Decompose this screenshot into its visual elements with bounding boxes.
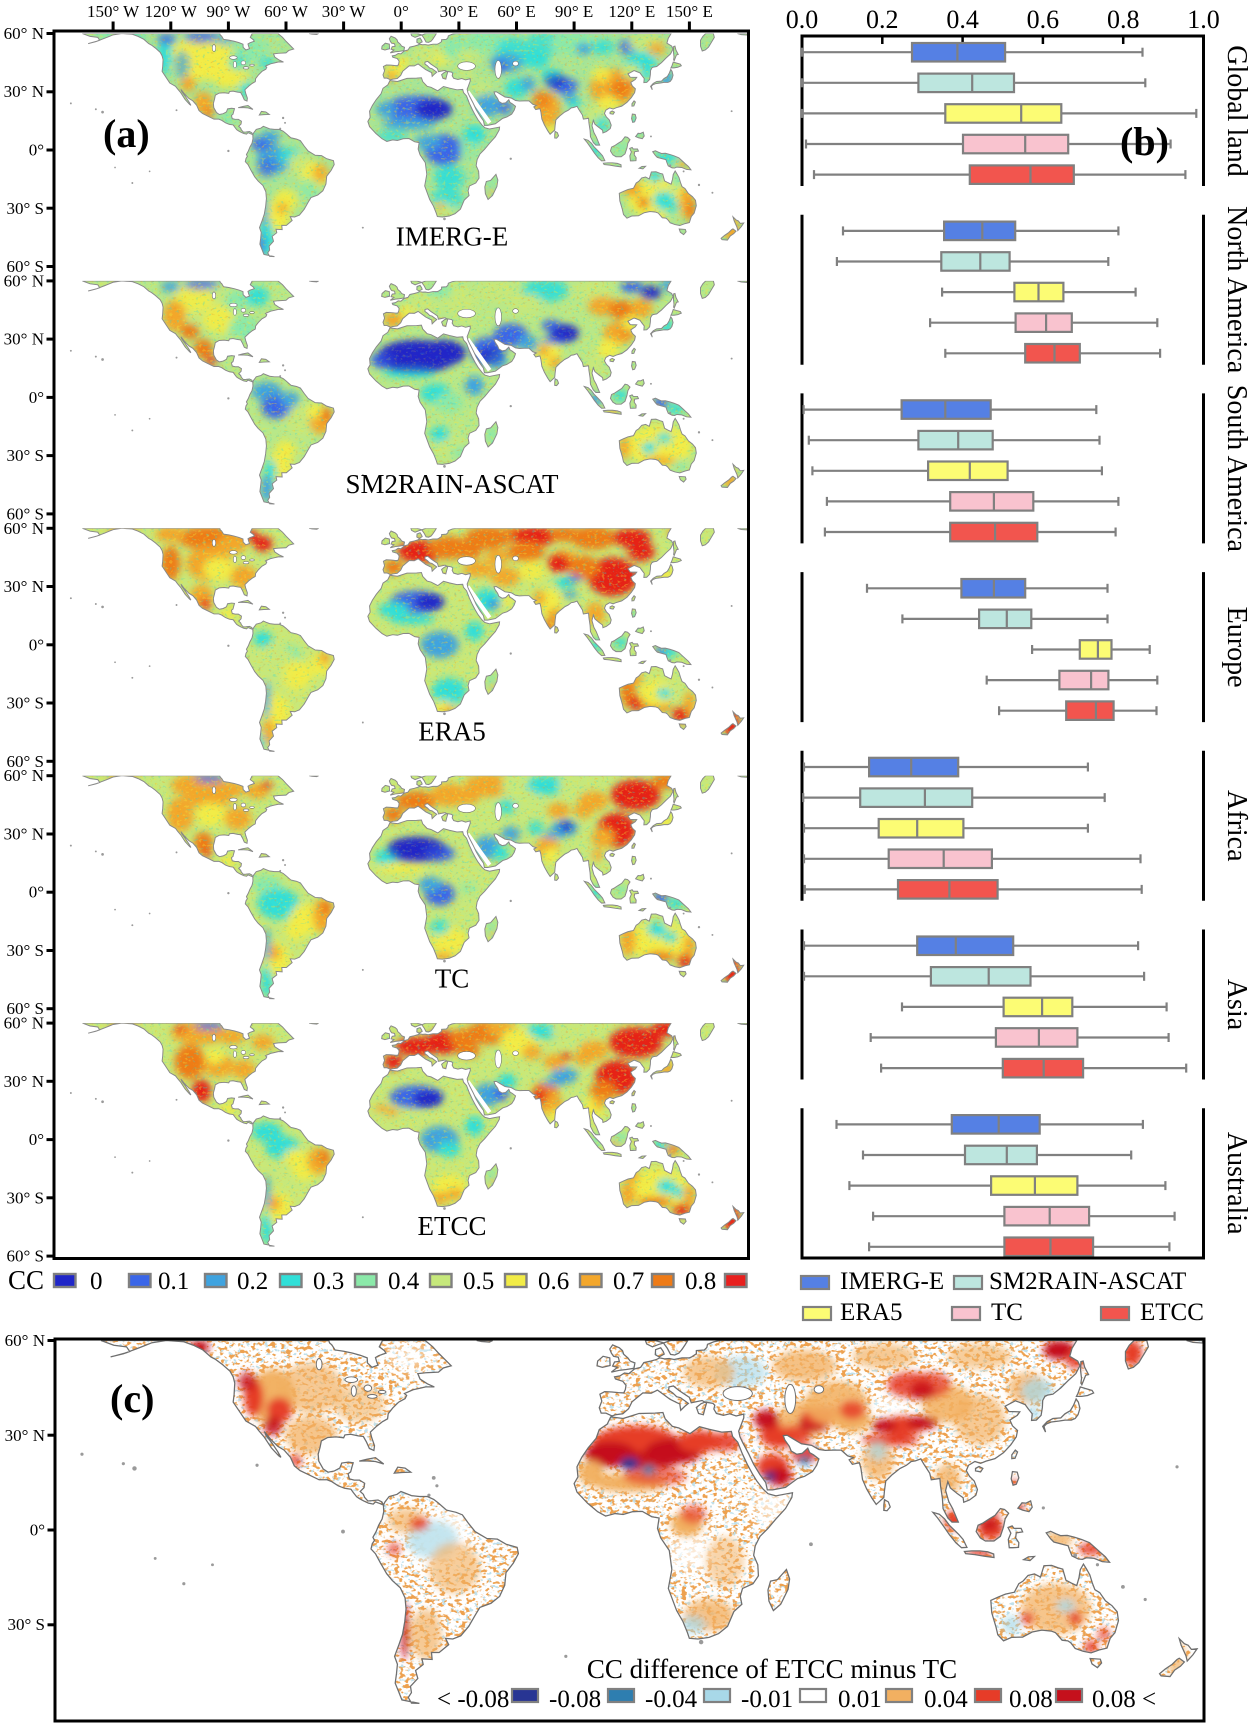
svg-text:SM2RAIN-ASCAT: SM2RAIN-ASCAT bbox=[989, 1268, 1186, 1295]
svg-text:IMERG-E: IMERG-E bbox=[396, 222, 508, 252]
svg-text:(b): (b) bbox=[1120, 119, 1169, 164]
svg-text:30° W: 30° W bbox=[322, 2, 367, 21]
svg-text:1.0: 1.0 bbox=[1187, 5, 1220, 34]
svg-text:0°: 0° bbox=[30, 1521, 45, 1540]
svg-text:-0.04: -0.04 bbox=[645, 1686, 698, 1713]
svg-text:30° N: 30° N bbox=[4, 577, 44, 596]
svg-text:30° N: 30° N bbox=[4, 1072, 44, 1091]
svg-text:60° S: 60° S bbox=[6, 752, 44, 771]
svg-text:0.8: 0.8 bbox=[1107, 5, 1140, 34]
svg-text:30° S: 30° S bbox=[6, 941, 44, 960]
svg-text:0°: 0° bbox=[29, 141, 44, 160]
svg-text:ETCC: ETCC bbox=[417, 1211, 486, 1241]
svg-text:0.01: 0.01 bbox=[838, 1686, 882, 1713]
svg-text:30° S: 30° S bbox=[6, 694, 44, 713]
svg-text:0.08: 0.08 bbox=[1009, 1686, 1053, 1713]
svg-text:90° W: 90° W bbox=[207, 2, 252, 21]
svg-text:Australia: Australia bbox=[1221, 1132, 1251, 1235]
svg-text:Global land: Global land bbox=[1221, 45, 1251, 176]
svg-text:SM2RAIN-ASCAT: SM2RAIN-ASCAT bbox=[345, 469, 559, 499]
svg-text:120° E: 120° E bbox=[608, 2, 655, 21]
svg-text:ERA5: ERA5 bbox=[840, 1299, 903, 1326]
svg-text:60° W: 60° W bbox=[264, 2, 309, 21]
svg-text:30° S: 30° S bbox=[6, 199, 44, 218]
svg-text:30° E: 30° E bbox=[440, 2, 478, 21]
svg-text:< -0.08: < -0.08 bbox=[437, 1686, 509, 1713]
svg-text:60° N: 60° N bbox=[4, 24, 44, 43]
svg-text:0.0: 0.0 bbox=[786, 5, 819, 34]
svg-text:Asia: Asia bbox=[1221, 979, 1251, 1031]
svg-text:0.08 <: 0.08 < bbox=[1092, 1686, 1156, 1713]
svg-text:CC difference of ETCC minus TC: CC difference of ETCC minus TC bbox=[587, 1654, 957, 1684]
svg-text:0: 0 bbox=[90, 1268, 103, 1295]
svg-text:30° S: 30° S bbox=[6, 1188, 44, 1207]
svg-text:60° E: 60° E bbox=[497, 2, 535, 21]
svg-text:Africa: Africa bbox=[1221, 790, 1251, 862]
svg-text:30° S: 30° S bbox=[6, 446, 44, 465]
svg-text:60° N: 60° N bbox=[4, 271, 44, 290]
svg-text:30° N: 30° N bbox=[4, 82, 44, 101]
svg-text:TC: TC bbox=[435, 964, 470, 994]
svg-text:-0.01: -0.01 bbox=[741, 1686, 793, 1713]
svg-text:ERA5: ERA5 bbox=[418, 716, 486, 746]
svg-text:30° N: 30° N bbox=[4, 330, 44, 349]
svg-text:(a): (a) bbox=[103, 111, 150, 156]
svg-text:IMERG-E: IMERG-E bbox=[840, 1268, 944, 1295]
svg-text:0.4: 0.4 bbox=[946, 5, 979, 34]
svg-text:120° W: 120° W bbox=[145, 2, 198, 21]
svg-text:(c): (c) bbox=[110, 1376, 154, 1421]
svg-text:CC: CC bbox=[8, 1265, 44, 1295]
svg-text:0.6: 0.6 bbox=[538, 1268, 569, 1295]
svg-text:60° S: 60° S bbox=[6, 999, 44, 1018]
svg-text:60° N: 60° N bbox=[4, 1014, 44, 1033]
svg-text:-0.08: -0.08 bbox=[549, 1686, 601, 1713]
svg-text:0.2: 0.2 bbox=[866, 5, 899, 34]
svg-text:0°: 0° bbox=[29, 1130, 44, 1149]
svg-text:150° W: 150° W bbox=[87, 2, 140, 21]
svg-text:TC: TC bbox=[991, 1299, 1023, 1326]
svg-text:0°: 0° bbox=[29, 388, 44, 407]
svg-text:60° S: 60° S bbox=[6, 1247, 44, 1266]
svg-text:60° N: 60° N bbox=[5, 1331, 45, 1350]
svg-text:60° S: 60° S bbox=[6, 257, 44, 276]
svg-text:North America: North America bbox=[1221, 206, 1251, 374]
svg-text:0.8: 0.8 bbox=[685, 1268, 716, 1295]
svg-text:60° N: 60° N bbox=[4, 519, 44, 538]
svg-text:0°: 0° bbox=[29, 883, 44, 902]
svg-text:0.3: 0.3 bbox=[313, 1268, 344, 1295]
svg-text:0.2: 0.2 bbox=[237, 1268, 268, 1295]
svg-text:0.1: 0.1 bbox=[158, 1268, 189, 1295]
svg-text:0.5: 0.5 bbox=[463, 1268, 494, 1295]
svg-text:0°: 0° bbox=[29, 635, 44, 654]
svg-text:30° S: 30° S bbox=[7, 1615, 45, 1634]
svg-text:90° E: 90° E bbox=[555, 2, 593, 21]
svg-text:30° N: 30° N bbox=[4, 825, 44, 844]
svg-text:ETCC: ETCC bbox=[1140, 1299, 1204, 1326]
svg-text:0.4: 0.4 bbox=[388, 1268, 420, 1295]
svg-text:0.7: 0.7 bbox=[613, 1268, 644, 1295]
svg-text:150° E: 150° E bbox=[666, 2, 713, 21]
svg-text:30° N: 30° N bbox=[5, 1426, 45, 1445]
svg-text:South America: South America bbox=[1221, 385, 1251, 553]
svg-text:60° N: 60° N bbox=[4, 766, 44, 785]
svg-text:0°: 0° bbox=[394, 2, 409, 21]
svg-text:60° S: 60° S bbox=[6, 504, 44, 523]
svg-text:0.04: 0.04 bbox=[924, 1686, 968, 1713]
svg-text:Europe: Europe bbox=[1221, 607, 1251, 688]
svg-text:0.6: 0.6 bbox=[1027, 5, 1060, 34]
